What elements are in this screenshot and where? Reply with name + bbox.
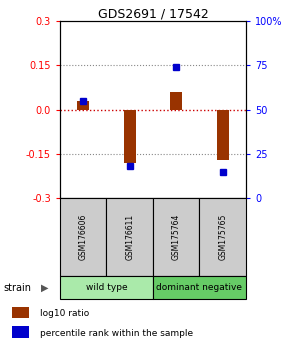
Text: GSM176606: GSM176606	[79, 214, 88, 261]
Bar	[106, 198, 153, 276]
Bar	[60, 198, 106, 276]
Bar	[153, 276, 246, 299]
Text: log10 ratio: log10 ratio	[40, 309, 89, 318]
Title: GDS2691 / 17542: GDS2691 / 17542	[98, 7, 208, 20]
Text: ▶: ▶	[40, 282, 48, 293]
Text: GSM175765: GSM175765	[218, 214, 227, 261]
Bar	[124, 110, 136, 163]
Bar	[200, 198, 246, 276]
Bar	[12, 307, 28, 318]
Bar	[153, 198, 200, 276]
Text: GSM175764: GSM175764	[172, 214, 181, 261]
Bar	[217, 110, 229, 160]
Text: strain: strain	[3, 282, 31, 293]
Bar	[170, 92, 182, 110]
Text: dominant negative: dominant negative	[157, 283, 242, 292]
Bar	[77, 101, 89, 110]
Text: GSM176611: GSM176611	[125, 214, 134, 260]
Bar	[12, 326, 28, 338]
Text: wild type: wild type	[86, 283, 127, 292]
Text: percentile rank within the sample: percentile rank within the sample	[40, 329, 193, 338]
Bar	[60, 276, 153, 299]
